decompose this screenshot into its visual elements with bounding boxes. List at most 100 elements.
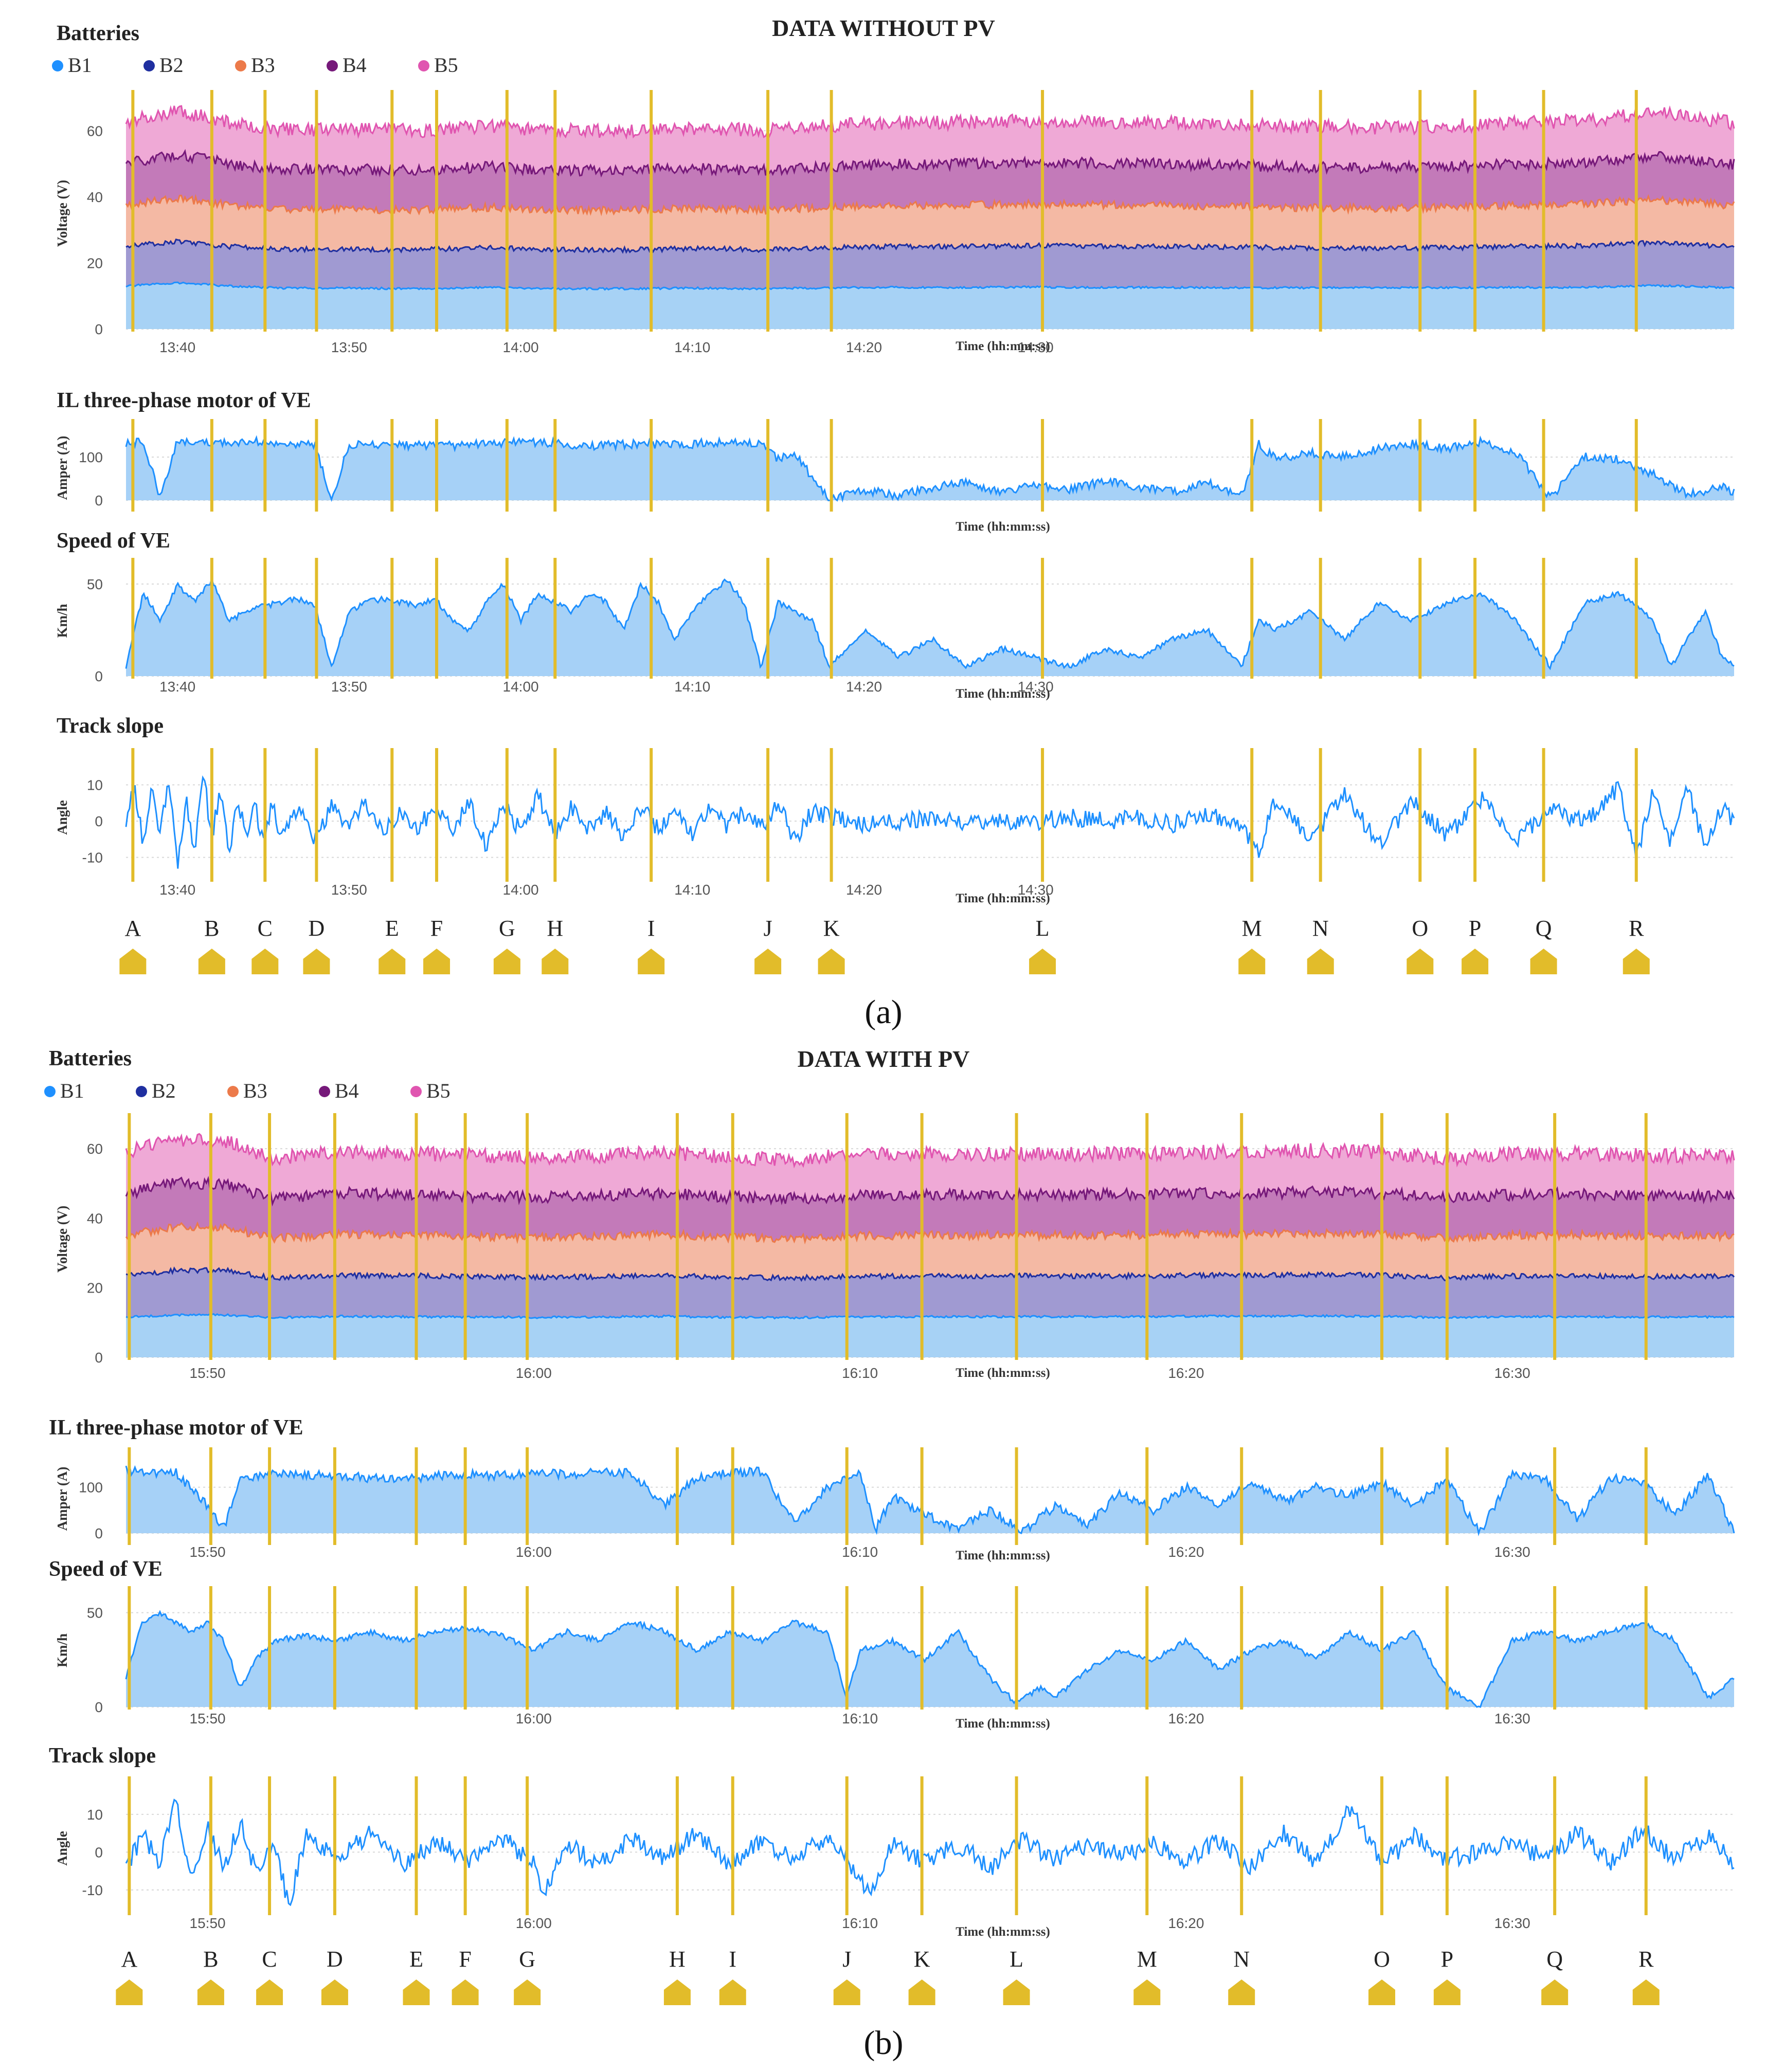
marker-house-icon bbox=[1541, 1979, 1569, 2005]
series-area-IL bbox=[126, 438, 1734, 501]
marker-house-icon bbox=[1368, 1979, 1395, 2005]
x-tick-label: 13:40 bbox=[159, 679, 195, 695]
series-line-B5 bbox=[125, 1133, 1735, 1169]
y-axis-label: Voltage (V) bbox=[55, 1206, 70, 1273]
chart-0: Batteries B1 B2 B3 B4 B5 Voltage (V) 0 20 40 60 13:… bbox=[52, 22, 1735, 355]
chart-0: Batteries B1 B2 B3 B4 B5 Voltage (V) 0 20 40 60 15:… bbox=[44, 1047, 1735, 1381]
marker-house-icon bbox=[198, 949, 225, 974]
legend-dot-B3 bbox=[235, 60, 246, 71]
y-tick-label: 20 bbox=[87, 1280, 103, 1296]
marker-house-icon bbox=[1238, 949, 1266, 974]
x-axis-label: Time (hh:mm:ss) bbox=[956, 520, 1050, 534]
marker-house-icon bbox=[423, 949, 450, 974]
x-tick-label: 16:20 bbox=[1168, 1544, 1204, 1560]
x-tick-label: 16:10 bbox=[842, 1711, 878, 1726]
y-tick-label: 40 bbox=[87, 189, 103, 205]
chart-title: Speed of VE bbox=[57, 529, 170, 553]
y-tick-label: 50 bbox=[87, 1605, 103, 1621]
marker-label-J: J bbox=[764, 916, 772, 941]
marker-label-A: A bbox=[121, 1947, 137, 1972]
legend-dot-B2 bbox=[136, 1086, 147, 1097]
y-tick-label: 0 bbox=[95, 321, 103, 337]
x-axis-label: Time (hh:mm:ss) bbox=[956, 1925, 1050, 1939]
y-axis-label: Km/h bbox=[55, 1633, 70, 1667]
x-tick-label: 16:10 bbox=[842, 1365, 878, 1381]
marker-label-K: K bbox=[823, 916, 840, 941]
x-tick-label: 16:00 bbox=[516, 1711, 552, 1726]
series-line-B2 bbox=[125, 238, 1735, 254]
marker-label-D: D bbox=[327, 1947, 343, 1972]
y-tick-label: 0 bbox=[95, 1699, 103, 1715]
chart-title: IL three-phase motor of VE bbox=[49, 1416, 303, 1440]
y-tick-label: -10 bbox=[82, 850, 103, 866]
marker-house-icon bbox=[514, 1979, 541, 2005]
marker-house-icon bbox=[452, 1979, 479, 2005]
y-tick-label: 50 bbox=[87, 576, 103, 592]
marker-house-icon bbox=[908, 1979, 935, 2005]
chart-title: Batteries bbox=[57, 22, 139, 45]
marker-label-O: O bbox=[1374, 1947, 1390, 1972]
y-axis-label: Angle bbox=[55, 1831, 70, 1866]
series-line-B3 bbox=[125, 1221, 1735, 1245]
marker-house-icon bbox=[1462, 949, 1489, 974]
y-tick-label: 0 bbox=[95, 813, 103, 829]
y-axis-label: Amper (A) bbox=[55, 1467, 70, 1531]
chart-1: IL three-phase motor of VE Amper (A) 0 100 T… bbox=[55, 389, 1735, 534]
marker-house-icon bbox=[379, 949, 406, 974]
marker-house-icon bbox=[251, 949, 279, 974]
marker-house-icon bbox=[818, 949, 845, 974]
y-tick-label: 10 bbox=[87, 777, 103, 793]
marker-label-I: I bbox=[729, 1947, 736, 1972]
legend-label-B1: B1 bbox=[68, 53, 92, 77]
legend-label-B3: B3 bbox=[251, 53, 275, 77]
legend-dot-B3 bbox=[227, 1086, 239, 1097]
marker-house-icon bbox=[754, 949, 782, 974]
series-line-B5 bbox=[125, 105, 1735, 140]
series-line-Speed bbox=[125, 1610, 1735, 1708]
series-line-B3 bbox=[125, 194, 1735, 216]
marker-house-icon bbox=[1307, 949, 1334, 974]
marker-label-N: N bbox=[1233, 1947, 1250, 1972]
x-axis-label: Time (hh:mm:ss) bbox=[956, 687, 1050, 701]
legend-dot-B5 bbox=[418, 60, 429, 71]
marker-label-G: G bbox=[499, 916, 515, 941]
marker-house-icon bbox=[638, 949, 665, 974]
x-tick-label: 16:30 bbox=[1494, 1544, 1530, 1560]
marker-label-B: B bbox=[204, 916, 219, 941]
series-area-Speed bbox=[126, 578, 1734, 676]
y-tick-label: 10 bbox=[87, 1807, 103, 1823]
series-area-B1 bbox=[126, 282, 1734, 329]
legend-dot-B1 bbox=[44, 1086, 56, 1097]
series-line-IL bbox=[125, 435, 1735, 503]
legend-dot-B1 bbox=[52, 60, 63, 71]
x-tick-label: 16:30 bbox=[1494, 1711, 1530, 1726]
y-axis-label: Km/h bbox=[55, 604, 70, 638]
marker-house-icon bbox=[542, 949, 569, 974]
x-tick-label: 15:50 bbox=[190, 1365, 226, 1381]
legend-label-B5: B5 bbox=[426, 1079, 450, 1102]
x-tick-label: 13:40 bbox=[159, 882, 195, 898]
y-axis-label: Amper (A) bbox=[55, 436, 70, 500]
series-area-Speed bbox=[126, 1611, 1734, 1707]
marker-label-O: O bbox=[1412, 916, 1428, 941]
series-line-Angle bbox=[125, 1798, 1735, 1906]
panel-title: DATA WITH PV bbox=[798, 1046, 970, 1072]
x-tick-label: 16:30 bbox=[1494, 1915, 1530, 1931]
x-tick-label: 16:10 bbox=[842, 1544, 878, 1560]
marker-label-H: H bbox=[547, 916, 563, 941]
marker-label-M: M bbox=[1137, 1947, 1157, 1972]
series-line-B4 bbox=[125, 149, 1735, 178]
marker-house-icon bbox=[1407, 949, 1434, 974]
legend-dot-B4 bbox=[327, 60, 338, 71]
x-tick-label: 14:10 bbox=[674, 339, 710, 355]
marker-house-icon bbox=[303, 949, 330, 974]
series-line-IL bbox=[125, 1465, 1735, 1537]
marker-house-icon bbox=[1228, 1979, 1255, 2005]
marker-house-icon bbox=[119, 949, 147, 974]
marker-house-icon bbox=[663, 1979, 691, 2005]
marker-label-J: J bbox=[842, 1947, 851, 1972]
y-tick-label: 40 bbox=[87, 1210, 103, 1226]
y-tick-label: 100 bbox=[79, 1480, 103, 1496]
x-tick-label: 14:10 bbox=[674, 882, 710, 898]
legend-label-B4: B4 bbox=[343, 53, 367, 77]
